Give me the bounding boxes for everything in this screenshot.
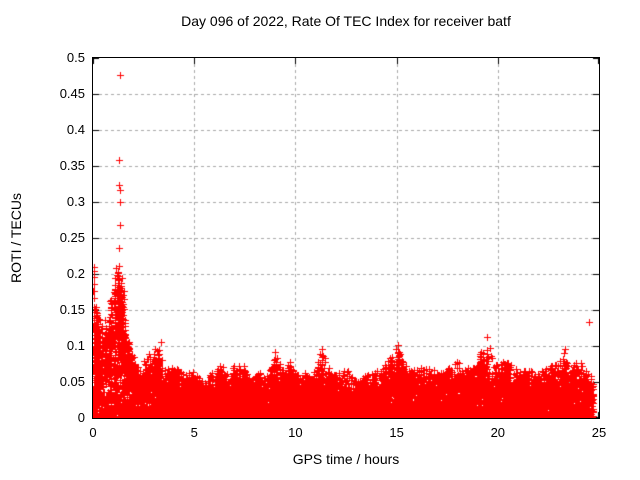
scatter-canvas (93, 58, 599, 418)
x-tick-label: 20 (490, 425, 506, 440)
y-axis-label: ROTI / TECUs (8, 193, 24, 283)
y-tick-label: 0.2 (66, 266, 85, 281)
x-tick-label: 10 (288, 425, 303, 440)
y-tick-label: 0.1 (66, 338, 85, 353)
x-axis-label: GPS time / hours (292, 451, 400, 467)
chart-title: Day 096 of 2022, Rate Of TEC Index for r… (181, 13, 511, 29)
y-tick-label: 0 (77, 410, 85, 425)
y-tick-label: 0.4 (66, 122, 85, 137)
y-tick-label: 0.45 (59, 86, 85, 101)
y-tick-label: 0.35 (59, 158, 85, 173)
x-tick-label: 5 (190, 425, 198, 440)
plot-area (92, 57, 600, 419)
x-tick-label: 0 (89, 425, 97, 440)
y-tick-label: 0.25 (59, 230, 85, 245)
y-tick-label: 0.15 (59, 302, 85, 317)
x-tick-label: 15 (389, 425, 404, 440)
y-tick-label: 0.05 (59, 374, 85, 389)
x-tick-label: 25 (591, 425, 607, 440)
y-tick-label: 0.3 (66, 194, 85, 209)
y-tick-label: 0.5 (66, 50, 85, 65)
